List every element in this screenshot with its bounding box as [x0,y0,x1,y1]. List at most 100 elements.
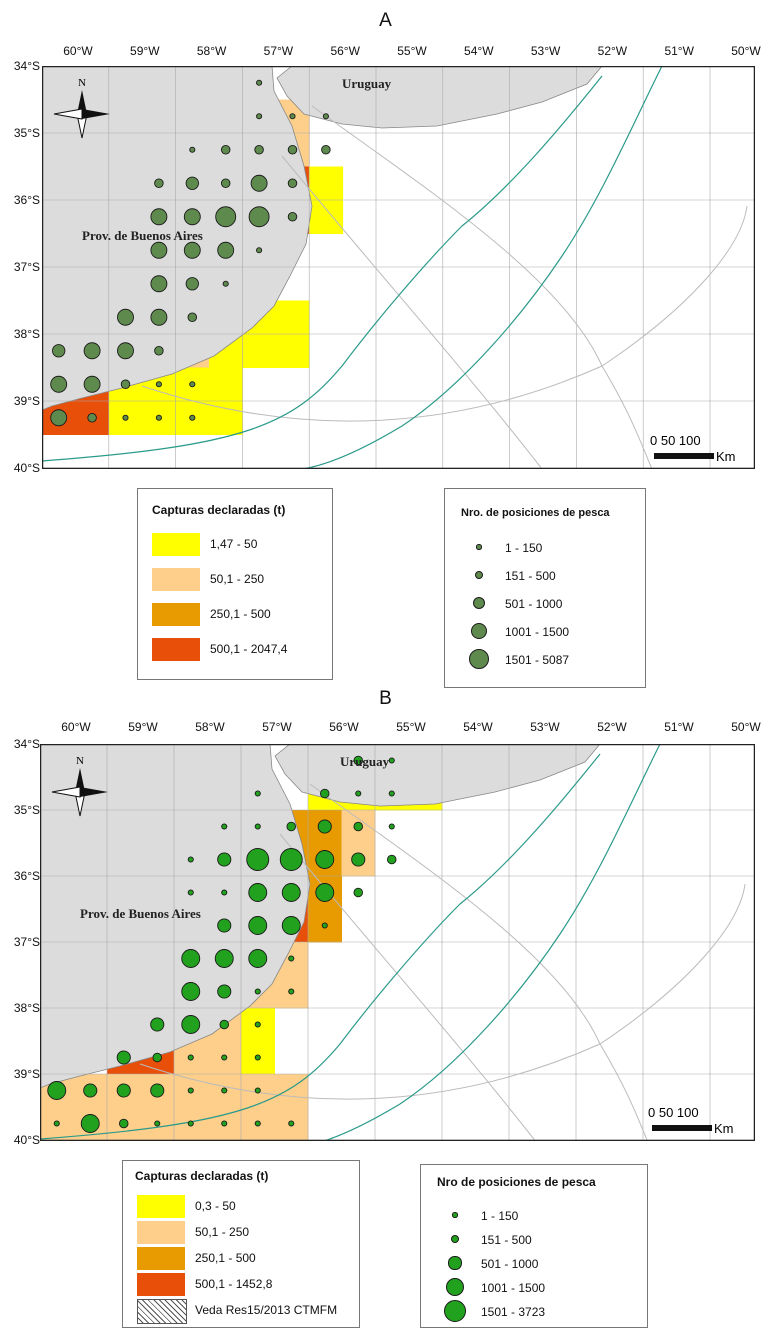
fishing-position-dot [181,949,201,968]
fishing-position-dot [248,206,270,228]
fishing-position-dot [150,1017,165,1032]
north-arrow-east-icon [82,109,110,119]
fishing-position-dot [315,883,335,902]
fishing-position-dot [254,790,261,797]
fishing-position-dot [254,988,261,995]
position-class-label: 1001 - 1500 [481,1281,546,1295]
fishing-position-dot [221,823,228,830]
capture-swatch [152,638,200,661]
longitude-tick-label: 56°W [329,720,359,734]
grid-cell [309,166,344,201]
label-buenos-aires: Prov. de Buenos Aires [80,906,201,921]
fishing-position-dot [254,823,261,830]
fishing-position-dot [351,852,366,867]
position-size-dot [444,1300,466,1322]
fishing-position-dot [154,178,164,188]
fishing-position-dot [183,241,201,259]
fishing-position-dot [220,178,231,188]
fishing-position-dot [355,790,362,797]
capture-class-label: 250,1 - 500 [195,1251,256,1265]
fishing-position-dot [117,308,134,326]
fishing-position-dot [187,1120,194,1127]
longitude-tick-label: 55°W [397,44,427,58]
fishing-position-dot [281,883,301,902]
position-size-dot [450,1234,460,1244]
legend-title: Capturas declaradas (t) [135,1169,269,1183]
fishing-position-dot [254,1120,261,1127]
fishing-position-dot [254,1021,261,1028]
longitude-tick-label: 60°W [63,44,93,58]
boundary-line [311,105,653,469]
fishing-position-dot [388,790,395,797]
fishing-position-dot [286,821,296,832]
position-class-label: 501 - 1000 [481,1257,539,1271]
latitude-tick-label: 36°S [13,869,40,883]
scale-bar [652,1125,712,1131]
positions-legend: Nro. de posiciones de pesca 1 - 150 151 -… [444,488,646,688]
fishing-position-dot [289,113,296,120]
capture-swatch [137,1273,185,1296]
fishing-position-dot [287,144,298,155]
fishing-position-dot [52,344,66,358]
label-uruguay: Uruguay [340,754,390,769]
fishing-position-dot [152,1052,162,1063]
capture-swatch [137,1299,187,1324]
boundary-line [281,155,543,469]
capture-legend: Capturas declaradas (t) 1,47 - 50 50,1 - … [137,488,333,680]
capture-class-label: 50,1 - 250 [195,1225,250,1239]
fishing-position-dot [87,413,97,423]
isobath-line [40,753,601,1140]
capture-swatch [137,1195,185,1218]
position-size-dot [469,649,489,669]
fishing-position-dot [50,409,68,427]
fishing-position-dot [120,379,131,390]
map-border [42,66,755,469]
latitude-tick-label: 34°S [13,59,40,73]
longitude-tick-label: 58°W [195,720,225,734]
land-uruguay [276,66,603,129]
position-class-label: 1001 - 1500 [505,625,570,639]
scale-bar-numbers: 0 50 100 [648,1105,699,1120]
fishing-position-dot [317,819,332,834]
fishing-position-dot [117,342,134,360]
capture-class-label: 0,3 - 50 [195,1199,236,1213]
panel-title: B [379,688,392,709]
longitude-tick-label: 54°W [464,44,494,58]
fishing-position-dot [217,241,235,259]
fishing-position-dot [189,146,196,153]
fishing-position-dot [288,1120,295,1127]
latitude-tick-label: 38°S [13,327,40,341]
latitude-tick-label: 37°S [13,935,40,949]
north-arrow-icon [77,90,87,114]
fishing-position-dot [181,982,201,1001]
fishing-position-dot [214,949,234,968]
fishing-position-dot [118,1118,129,1129]
position-size-dot [452,1212,458,1218]
fishing-position-dot [256,113,263,120]
fishing-position-dot [122,414,129,421]
fishing-position-dot [154,1120,161,1127]
fishing-position-dot [83,342,101,360]
fishing-position-dot [388,823,395,830]
fishing-position-dot [254,1087,261,1094]
label-uruguay: Uruguay [342,76,392,91]
scale-bar-unit: Km [716,449,736,464]
fishing-position-dot [187,889,194,896]
grid-cell [242,334,277,368]
capture-class-label: 500,1 - 1452,8 [195,1277,273,1291]
capture-class-label: 500,1 - 2047,4 [210,642,288,656]
legend-title: Nro. de posiciones de pesca [461,507,610,519]
capture-swatch [137,1247,185,1270]
capture-swatch [152,533,200,556]
fishing-position-dot [256,247,263,254]
position-size-dot [476,544,482,550]
position-size-dot [471,623,487,639]
fishing-position-dot [185,176,199,190]
fishing-position-dot [248,916,268,935]
latitude-tick-label: 39°S [13,394,40,408]
fishing-position-dot [187,312,198,322]
fishing-position-dot [47,1081,67,1100]
longitude-tick-label: 53°W [530,44,561,58]
fishing-position-dot [287,211,298,222]
position-size-dot [446,1278,464,1296]
